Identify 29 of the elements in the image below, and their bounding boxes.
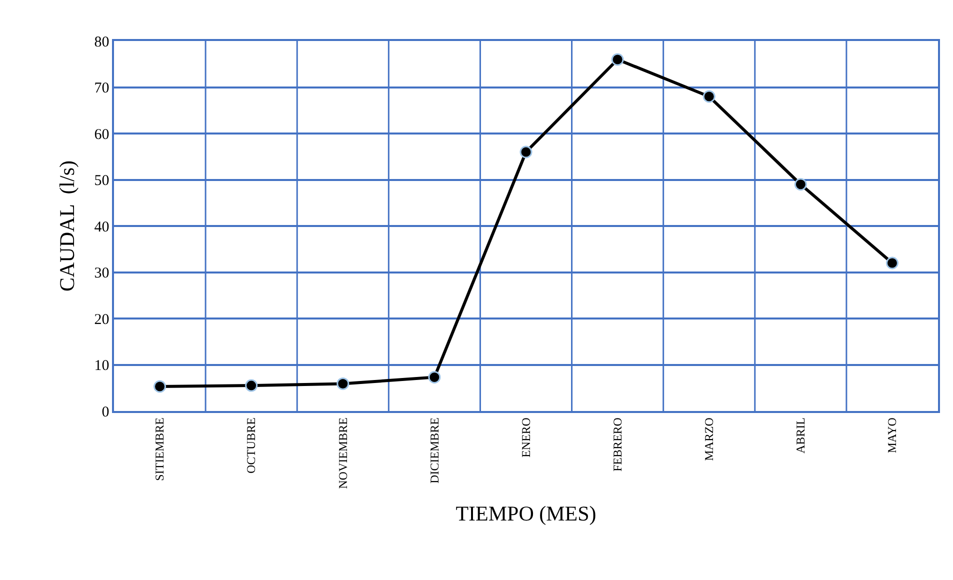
point [154,380,166,393]
point [611,53,624,66]
y-axis-title: CAUDAL (l/s) [54,160,79,292]
point [886,256,898,270]
y-tick-label: 20 [94,312,110,328]
y-tick-label: 80 [94,34,110,50]
point [336,377,350,390]
y-tick-label: 70 [94,80,110,96]
y-tick-label: 10 [94,358,110,374]
x-tick-label: NOVIEMBRE [336,418,350,489]
y-tick-label: 30 [94,266,110,282]
point [794,178,807,191]
x-tick-label: SITIEMBRE [152,418,167,481]
point [428,370,441,384]
y-tick-label: 50 [94,173,110,189]
point [245,379,258,392]
x-tick-label: MAYO [885,417,900,454]
x-tick-label: ENERO [518,417,533,458]
x-tick-label: OCTUBRE [244,418,258,474]
y-tick-label: 60 [94,126,110,143]
x-axis-title: TIEMPO (MES) [456,502,596,526]
point [702,90,716,103]
x-tick-label: MARZO [702,417,716,461]
x-tick-label: DICIEMBRE [427,418,442,484]
x-tick-label: ABRIL [794,418,808,454]
y-tick-label: 40 [94,219,110,236]
x-tick-label: FEBRERO [610,417,624,472]
y-tick-label: 0 [102,404,110,420]
point [520,146,532,158]
